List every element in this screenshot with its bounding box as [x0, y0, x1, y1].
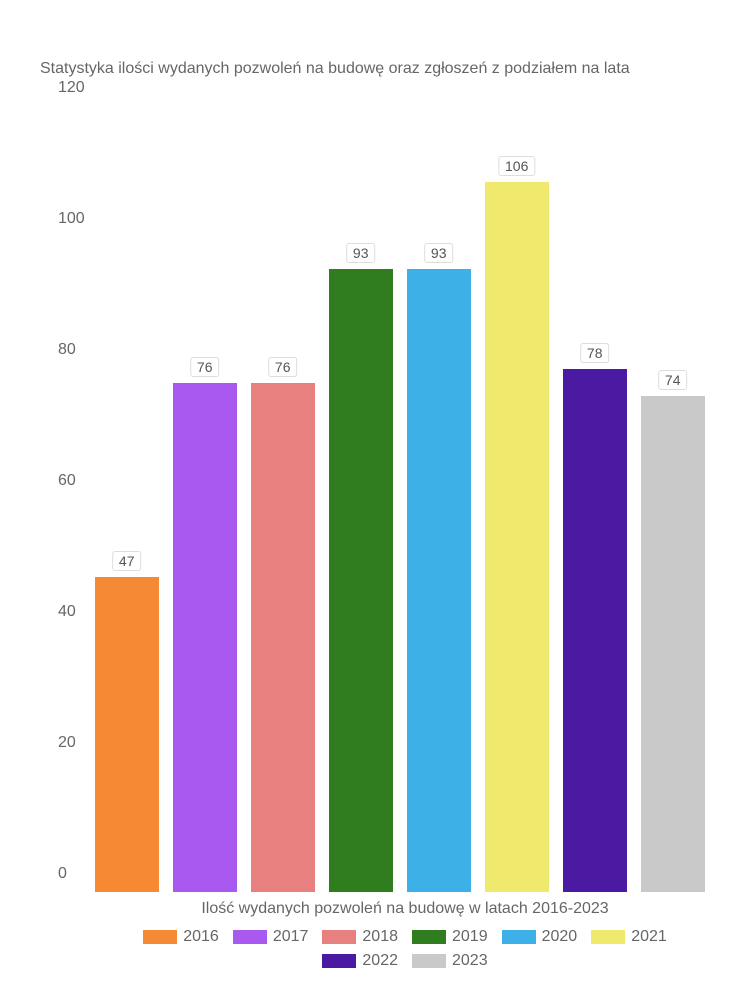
- legend-swatch: [412, 930, 446, 944]
- bar-2016: 47: [95, 577, 159, 892]
- bar-value-label: 78: [580, 343, 610, 363]
- chart-area: 120100806040200 47767693931067874 Ilość …: [40, 88, 710, 970]
- bar-value-label: 93: [424, 243, 454, 263]
- y-tick: 120: [40, 79, 85, 97]
- legend-item-2016: 2016: [143, 928, 219, 946]
- y-axis: 120100806040200: [40, 88, 85, 892]
- y-tick: 100: [40, 210, 85, 228]
- legend: 2016 2017 2018 2019 2020 2021 2022 2023: [100, 928, 710, 970]
- legend-label: 2023: [452, 952, 488, 970]
- legend-item-2023: 2023: [412, 952, 488, 970]
- legend-swatch: [322, 930, 356, 944]
- legend-label: 2017: [273, 928, 309, 946]
- bar-value-label: 106: [498, 156, 535, 176]
- y-tick: 80: [40, 341, 85, 359]
- legend-item-2018: 2018: [322, 928, 398, 946]
- bar-2017: 76: [173, 383, 237, 892]
- legend-label: 2021: [631, 928, 667, 946]
- legend-swatch: [591, 930, 625, 944]
- legend-label: 2022: [362, 952, 398, 970]
- chart-container: Statystyka ilości wydanych pozwoleń na b…: [0, 0, 750, 1000]
- bar-2022: 78: [563, 369, 627, 892]
- bar-value-label: 93: [346, 243, 376, 263]
- legend-swatch: [412, 954, 446, 968]
- y-tick: 60: [40, 472, 85, 490]
- bar-value-label: 74: [658, 370, 688, 390]
- bar-2023: 74: [641, 396, 705, 892]
- plot-row: 120100806040200 47767693931067874: [40, 88, 710, 892]
- x-axis-caption: Ilość wydanych pozwoleń na budowę w lata…: [100, 900, 710, 918]
- bar-2018: 76: [251, 383, 315, 892]
- legend-swatch: [143, 930, 177, 944]
- bar-value-label: 47: [112, 551, 142, 571]
- bar-value-label: 76: [268, 357, 298, 377]
- bar-value-label: 76: [190, 357, 220, 377]
- legend-swatch: [502, 930, 536, 944]
- legend-swatch: [233, 930, 267, 944]
- legend-label: 2018: [362, 928, 398, 946]
- legend-item-2022: 2022: [322, 952, 398, 970]
- bar-2019: 93: [329, 269, 393, 892]
- bar-2020: 93: [407, 269, 471, 892]
- legend-label: 2020: [542, 928, 578, 946]
- y-tick: 40: [40, 603, 85, 621]
- chart-title: Statystyka ilości wydanych pozwoleń na b…: [40, 60, 710, 78]
- y-tick: 0: [40, 865, 85, 883]
- y-tick: 20: [40, 734, 85, 752]
- legend-item-2017: 2017: [233, 928, 309, 946]
- plot-area: 47767693931067874: [85, 88, 715, 892]
- legend-label: 2019: [452, 928, 488, 946]
- bar-2021: 106: [485, 182, 549, 892]
- legend-label: 2016: [183, 928, 219, 946]
- legend-item-2019: 2019: [412, 928, 488, 946]
- legend-item-2020: 2020: [502, 928, 578, 946]
- legend-swatch: [322, 954, 356, 968]
- legend-item-2021: 2021: [591, 928, 667, 946]
